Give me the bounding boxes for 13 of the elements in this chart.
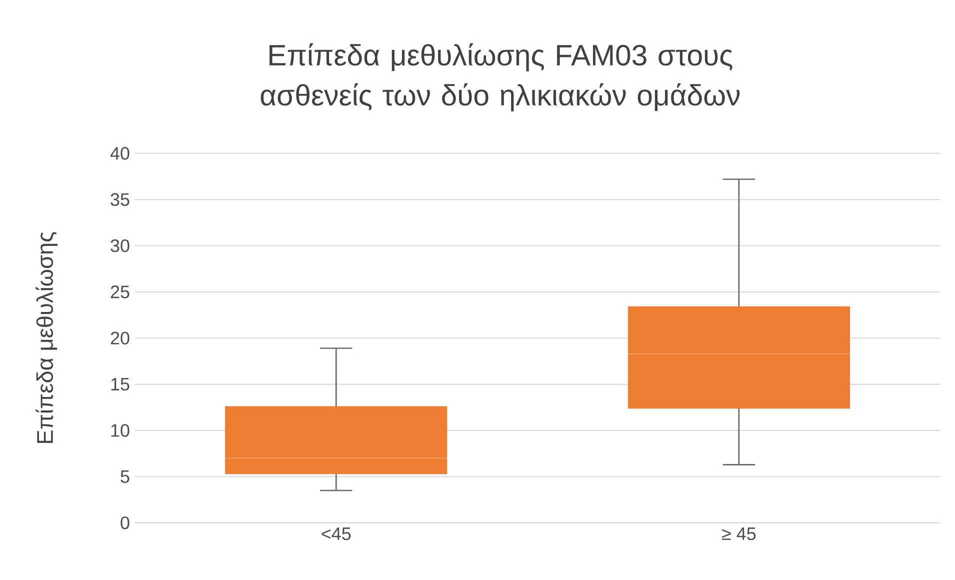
- y-tick-label: 30: [110, 239, 130, 252]
- y-tick-label: 15: [111, 378, 130, 390]
- y-tick-label: 5: [120, 470, 130, 483]
- y-tick-label: 25: [110, 285, 130, 298]
- y-axis-title: Επίπεδα μεθυλίωσης: [36, 232, 58, 443]
- y-tick-label: 10: [111, 424, 130, 437]
- chart-title: Επίπεδα μεθυλίωσης FAM03 στους ασθενείς των δύο ηλικιακών ομάδων: [260, 43, 740, 112]
- y-tick-label: 0: [120, 516, 130, 530]
- y-tick-label: 40: [110, 146, 130, 160]
- x-tick-label: ≥ 45: [722, 527, 756, 540]
- y-tick-label: 35: [110, 193, 130, 206]
- x-tick-label: <45: [322, 527, 351, 540]
- y-tick-label: 20: [110, 332, 130, 344]
